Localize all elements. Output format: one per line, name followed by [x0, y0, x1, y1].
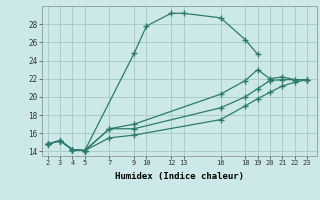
X-axis label: Humidex (Indice chaleur): Humidex (Indice chaleur): [115, 172, 244, 181]
